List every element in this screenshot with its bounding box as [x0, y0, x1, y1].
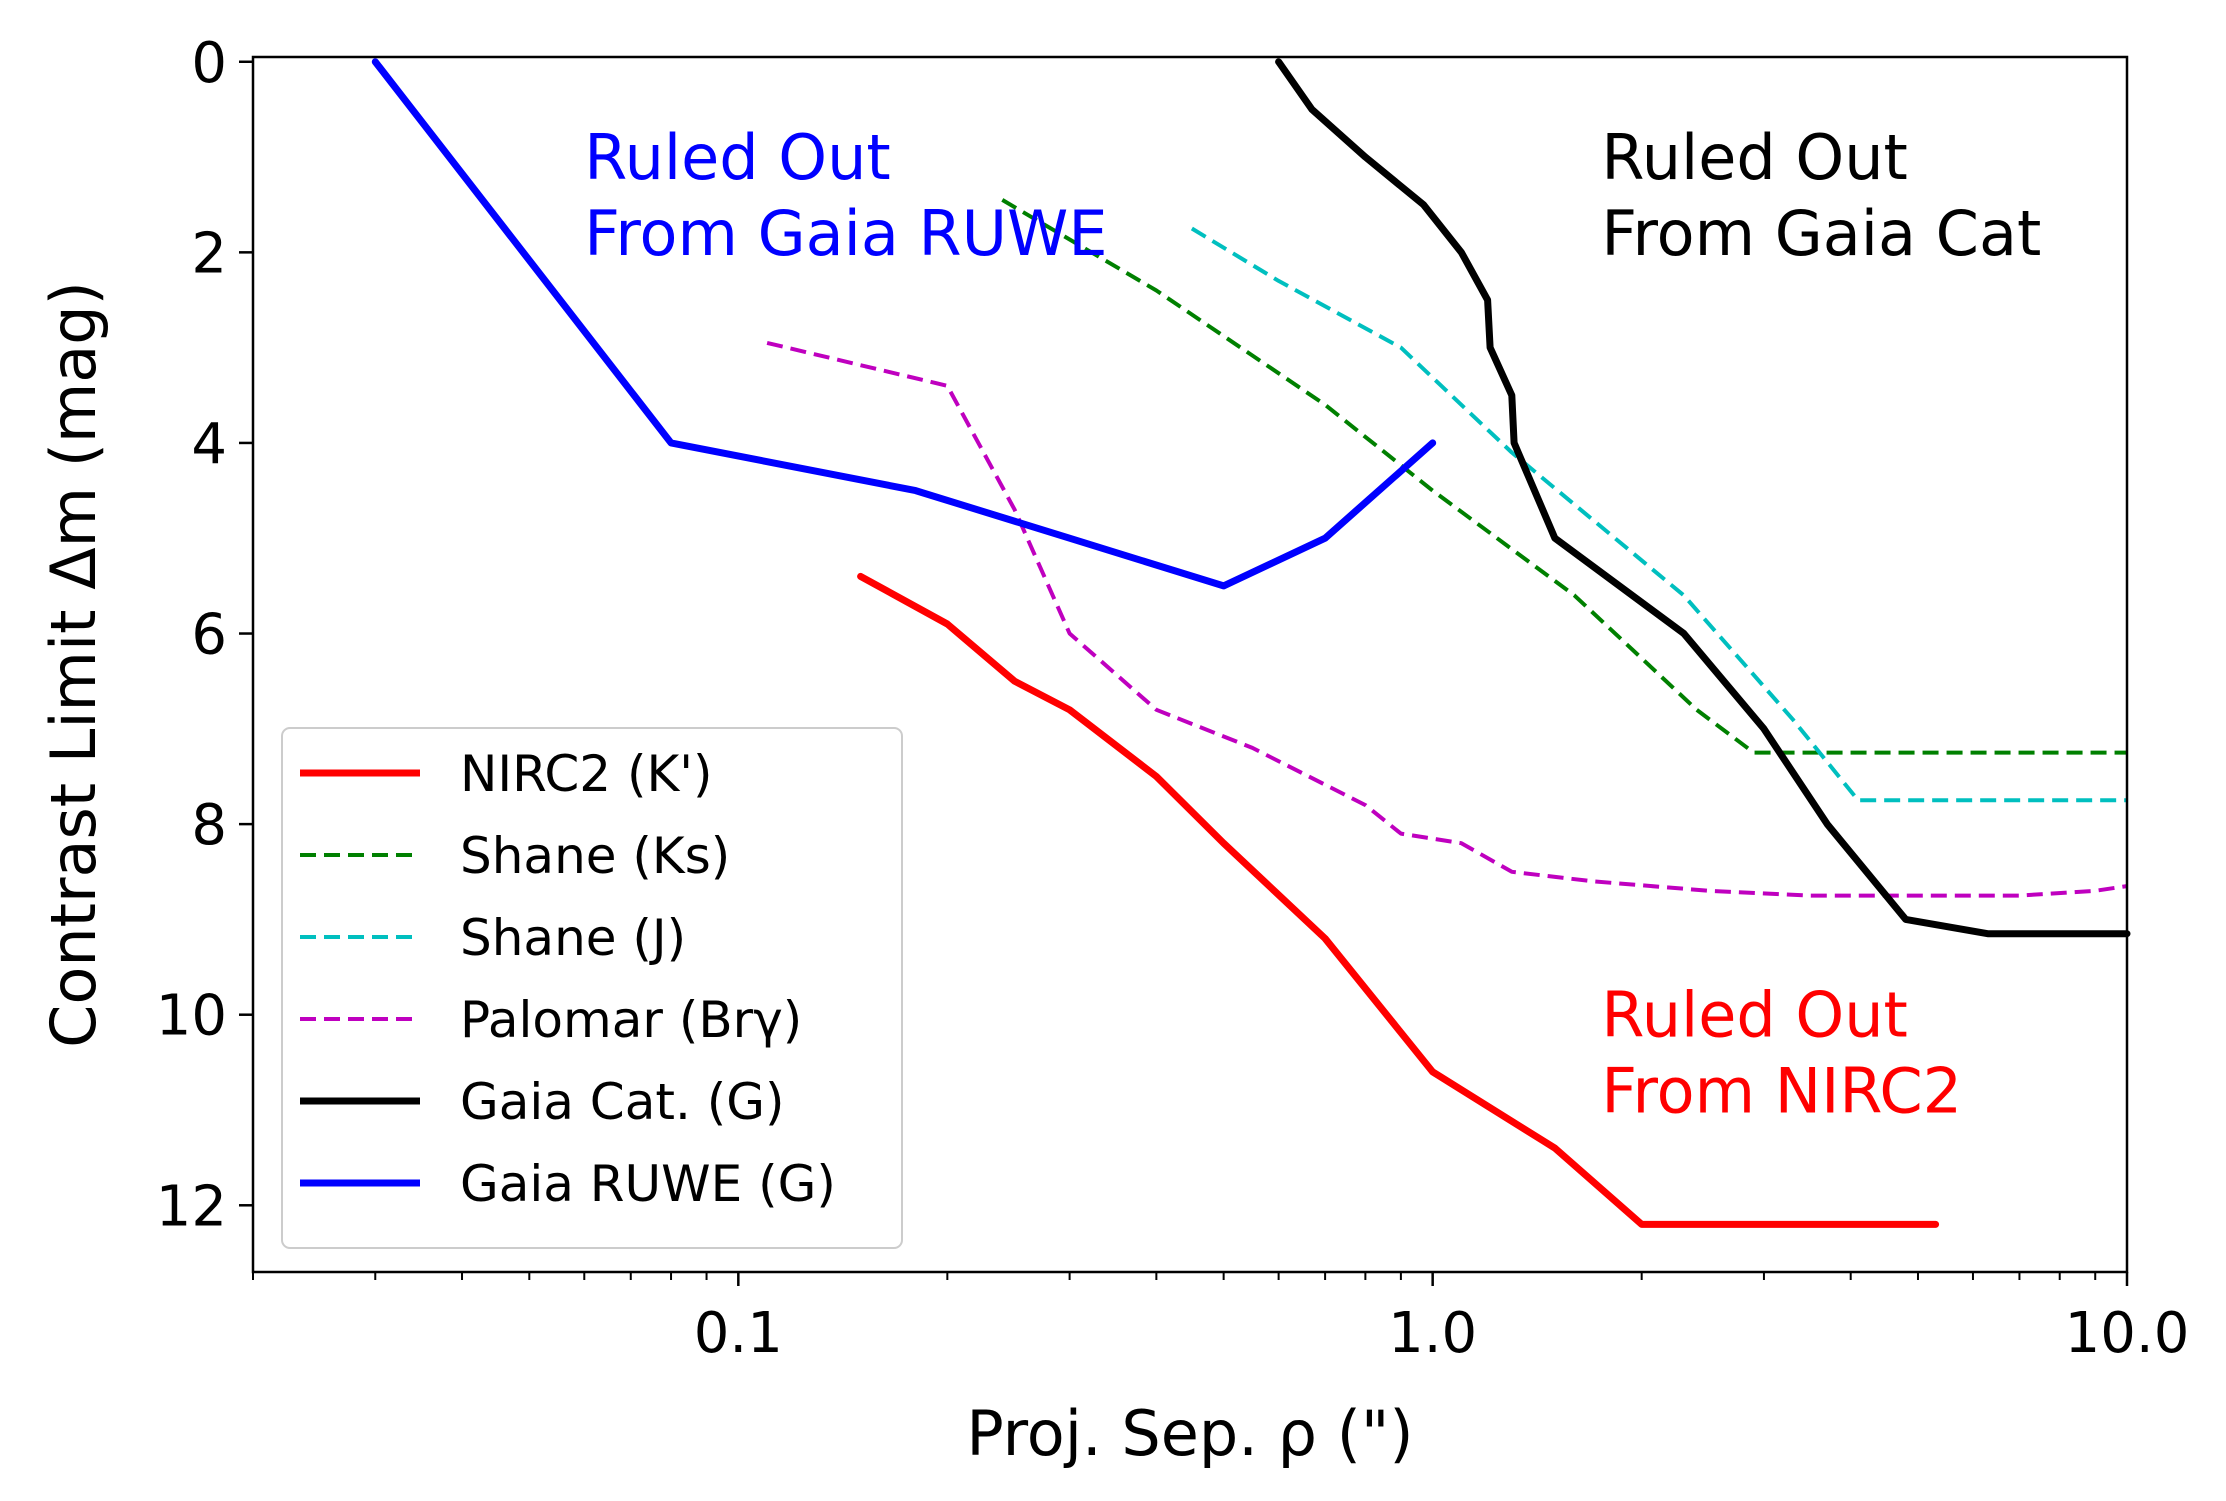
series-line-3 [766, 340, 2128, 898]
annotation-1-line-0: Ruled Out [1601, 121, 1907, 194]
annotation-0-line-0: Ruled Out [584, 121, 890, 194]
annotation-0-line-1: From Gaia RUWE [584, 197, 1107, 270]
y-axis-label: Contrast Limit Δm (mag) [37, 281, 110, 1048]
y-tick-label-3: 6 [191, 603, 227, 668]
series-layer [371, 58, 2131, 1228]
legend-box [281, 727, 903, 1249]
series-line-0 [857, 572, 1940, 1228]
legend-label-0: NIRC2 (K') [460, 745, 713, 803]
y-tick-label-5: 10 [156, 984, 227, 1049]
x-tick-label-2: 10.0 [2065, 1301, 2190, 1366]
legend-label-3: Palomar (Brγ) [460, 991, 802, 1049]
y-tick-label-1: 2 [191, 221, 227, 286]
series-line-1 [1001, 198, 2127, 755]
x-tick-label-1: 1.0 [1388, 1301, 1477, 1366]
legend-label-5: Gaia RUWE (G) [460, 1155, 836, 1213]
legend-label-2: Shane (J) [460, 909, 686, 967]
y-tick-label-0: 0 [191, 31, 227, 96]
y-tick-label-6: 12 [156, 1174, 227, 1239]
y-tick-label-2: 4 [191, 412, 227, 477]
x-tick-label-0: 0.1 [694, 1301, 783, 1366]
legend: NIRC2 (K') Shane (Ks) Shane (J) Palomar (Br… [281, 727, 903, 1249]
plot-frame [251, 55, 2129, 1274]
legend-label-4: Gaia Cat. (G) [460, 1073, 785, 1131]
tick-layer: 0 2 4 6 8 10 12 0.1 1.0 10.0 [156, 31, 2190, 1366]
annotation-2-line-0: Ruled Out [1601, 979, 1907, 1052]
legend-label-1: Shane (Ks) [460, 827, 730, 885]
annotation-1-line-1: From Gaia Cat [1601, 197, 2041, 270]
annotation-2-line-1: From NIRC2 [1601, 1055, 1962, 1128]
series-line-5 [371, 58, 1437, 590]
series-line-4 [1275, 58, 2131, 938]
y-tick-label-4: 8 [191, 793, 227, 858]
x-axis-label: Proj. Sep. ρ (") [966, 1397, 1413, 1470]
series-line-2 [1190, 226, 2127, 803]
